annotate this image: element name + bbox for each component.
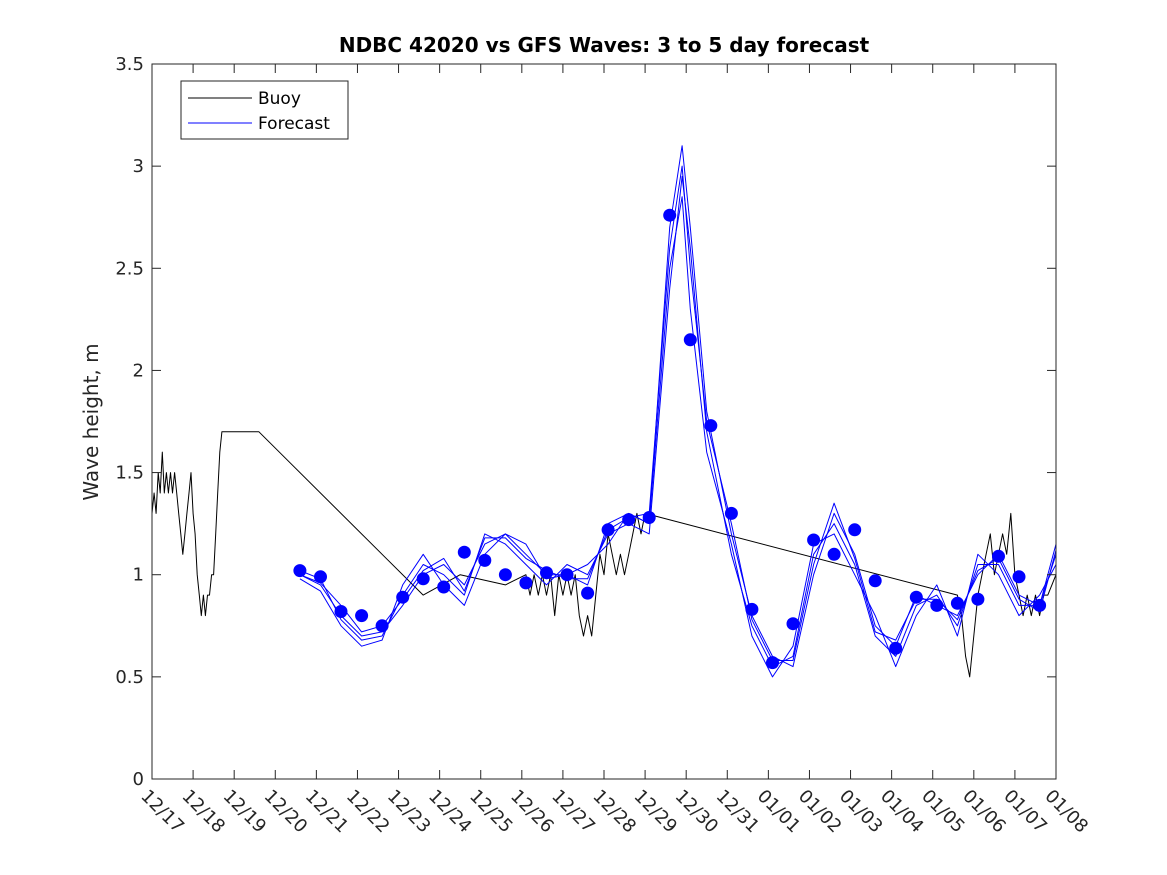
y-tick-label: 1.5 (115, 463, 144, 484)
forecast-point (786, 617, 800, 631)
forecast-point (355, 609, 369, 623)
y-axis-label: Wave height, m (79, 343, 103, 500)
forecast-point (1012, 570, 1026, 584)
forecast-point (1033, 598, 1047, 612)
forecast-point (437, 580, 451, 594)
forecast-point (375, 619, 389, 633)
forecast-point (704, 419, 718, 433)
buoy-series-line (151, 431, 1057, 678)
forecast-point (601, 523, 615, 537)
legend-label-forecast: Forecast (258, 114, 330, 134)
forecast-series-line-3 (299, 196, 1057, 678)
forecast-point (622, 513, 636, 527)
forecast-point (909, 590, 923, 604)
legend-label-buoy: Buoy (258, 89, 301, 109)
forecast-point (868, 574, 882, 588)
forecast-point (766, 656, 779, 670)
forecast-point (314, 570, 327, 584)
forecast-point (478, 553, 492, 567)
y-tick-label: 0.5 (115, 667, 144, 688)
legend-box (180, 80, 349, 140)
forecast-series-line-4 (299, 165, 1057, 661)
y-tick-label: 2 (133, 360, 144, 381)
y-tick-label: 2.5 (115, 258, 144, 279)
forecast-point (889, 641, 903, 655)
forecast-point (992, 549, 1005, 563)
forecast-point (930, 598, 944, 612)
forecast-point (293, 564, 307, 578)
plot-layer (151, 145, 1057, 678)
forecast-point (560, 568, 574, 582)
y-tick-label: 3 (133, 156, 144, 177)
y-tick-label: 0 (133, 769, 144, 790)
forecast-point (416, 572, 430, 586)
y-tick-label: 3.5 (115, 54, 144, 75)
forecast-point (519, 576, 533, 590)
forecast-point (457, 545, 471, 559)
forecast-series-line-2 (299, 175, 1057, 668)
forecast-point (971, 592, 985, 606)
forecast-point (745, 602, 759, 616)
forecast-point (827, 547, 841, 561)
legend: Buoy Forecast (180, 80, 349, 140)
chart-title: NDBC 42020 vs GFS Waves: 3 to 5 day fore… (339, 33, 870, 57)
forecast-point (848, 523, 862, 537)
forecast-point (498, 568, 512, 582)
forecast-point (334, 605, 348, 618)
forecast-point (540, 566, 553, 580)
forecast-point (663, 208, 677, 222)
forecast-series-line-1 (299, 145, 1057, 668)
forecast-point (396, 590, 410, 604)
forecast-point (642, 511, 656, 524)
y-tick-label: 1 (133, 565, 144, 586)
forecast-point (724, 506, 738, 520)
forecast-point (807, 533, 821, 547)
plot-area (152, 64, 1056, 779)
forecast-point (683, 333, 697, 347)
forecast-point (950, 596, 964, 610)
forecast-point (581, 586, 595, 600)
